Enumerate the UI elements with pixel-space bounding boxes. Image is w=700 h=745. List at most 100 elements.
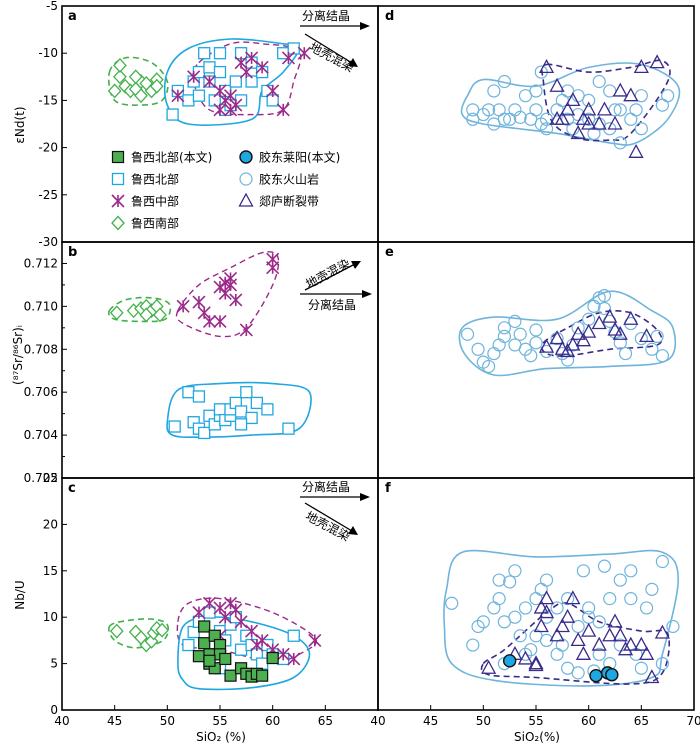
- data-point: [208, 94, 221, 107]
- data-point: [654, 624, 670, 639]
- x-tick-label: 65: [634, 714, 649, 728]
- data-point: [612, 627, 628, 642]
- y-tick-label: 0.710: [24, 299, 58, 313]
- field-outline: [458, 290, 677, 377]
- panel-letter-b: b: [68, 245, 77, 260]
- data-point: [605, 668, 619, 682]
- data-point: [113, 69, 127, 85]
- legend-label: 鲁西北部: [131, 172, 179, 187]
- data-point: [128, 69, 143, 85]
- x-tick-label: 50: [160, 714, 175, 728]
- data-point: [487, 84, 501, 98]
- data-point: [476, 615, 490, 629]
- y-tick-label: 15: [43, 564, 58, 578]
- data-point: [634, 122, 648, 136]
- x-tick-label: 60: [581, 714, 596, 728]
- data-point: [549, 330, 565, 345]
- data-point: [576, 564, 591, 578]
- data-point: [570, 632, 586, 647]
- data-point: [538, 590, 555, 605]
- data-point: [560, 592, 575, 606]
- data-point: [229, 75, 242, 88]
- note-fractional-crystallization-c: 分离结晶: [302, 479, 350, 494]
- data-point: [192, 650, 206, 663]
- data-point: [581, 323, 597, 338]
- data-point: [223, 596, 238, 610]
- data-point: [592, 615, 606, 629]
- data-point: [634, 89, 648, 103]
- data-point: [107, 83, 122, 99]
- data-point: [571, 666, 585, 680]
- y-axis-label-c: Nb/U: [13, 580, 27, 609]
- data-point: [281, 51, 296, 65]
- y-tick-label: 0.704: [24, 428, 58, 442]
- data-point: [466, 638, 480, 652]
- data-point: [592, 74, 606, 89]
- data-point: [234, 643, 248, 656]
- data-point: [239, 323, 253, 337]
- data-point: [503, 112, 517, 126]
- data-point: [460, 327, 475, 341]
- data-point: [287, 652, 301, 666]
- data-point: [591, 636, 607, 651]
- data-point: [198, 620, 211, 633]
- data-point: [549, 627, 565, 642]
- data-point: [582, 93, 596, 108]
- data-point: [297, 46, 311, 60]
- data-point: [513, 110, 527, 124]
- field-outline: [480, 602, 671, 685]
- data-point: [639, 645, 655, 660]
- data-point: [287, 629, 300, 642]
- data-point: [655, 554, 670, 569]
- data-point: [187, 625, 200, 639]
- data-point: [587, 299, 601, 313]
- data-point: [134, 88, 148, 104]
- panel-letter-f: f: [385, 481, 391, 496]
- data-point: [644, 669, 660, 684]
- data-point: [497, 112, 511, 126]
- data-point: [182, 638, 195, 652]
- data-point: [581, 115, 597, 130]
- data-point: [581, 101, 597, 116]
- data-point: [554, 110, 570, 125]
- data-point: [618, 346, 633, 361]
- data-point: [481, 659, 497, 674]
- data-point: [508, 338, 522, 352]
- data-point: [591, 115, 607, 130]
- x-tick-label: 70: [686, 714, 700, 728]
- data-point: [529, 84, 543, 98]
- data-point: [234, 418, 248, 431]
- data-point: [240, 386, 253, 399]
- data-point: [549, 77, 565, 92]
- data-point: [224, 669, 237, 682]
- note-fractional-crystallization-b: 分离结晶: [308, 297, 356, 312]
- data-point: [554, 340, 570, 355]
- data-point: [198, 426, 211, 440]
- field-outline: [460, 62, 681, 146]
- data-point: [255, 657, 269, 670]
- data-point: [582, 601, 596, 615]
- data-point: [245, 411, 258, 425]
- data-point: [597, 289, 612, 303]
- data-point: [602, 308, 618, 323]
- data-point: [487, 601, 501, 615]
- data-point: [219, 652, 232, 666]
- data-point: [649, 54, 665, 69]
- data-point: [538, 338, 555, 353]
- y-tick-label: 25: [43, 471, 58, 485]
- data-point: [538, 604, 555, 619]
- data-point: [650, 329, 664, 343]
- data-point: [276, 647, 290, 661]
- data-point: [655, 98, 670, 112]
- data-point: [533, 618, 549, 633]
- y-tick-label: -25: [38, 188, 58, 202]
- y-tick-label: -5: [46, 0, 58, 13]
- data-point: [607, 613, 623, 628]
- data-point: [524, 349, 538, 363]
- data-point: [176, 299, 190, 313]
- data-point: [575, 332, 591, 347]
- field-outline: [175, 251, 280, 338]
- data-point: [612, 325, 628, 340]
- data-point: [617, 641, 634, 656]
- data-point: [508, 564, 522, 578]
